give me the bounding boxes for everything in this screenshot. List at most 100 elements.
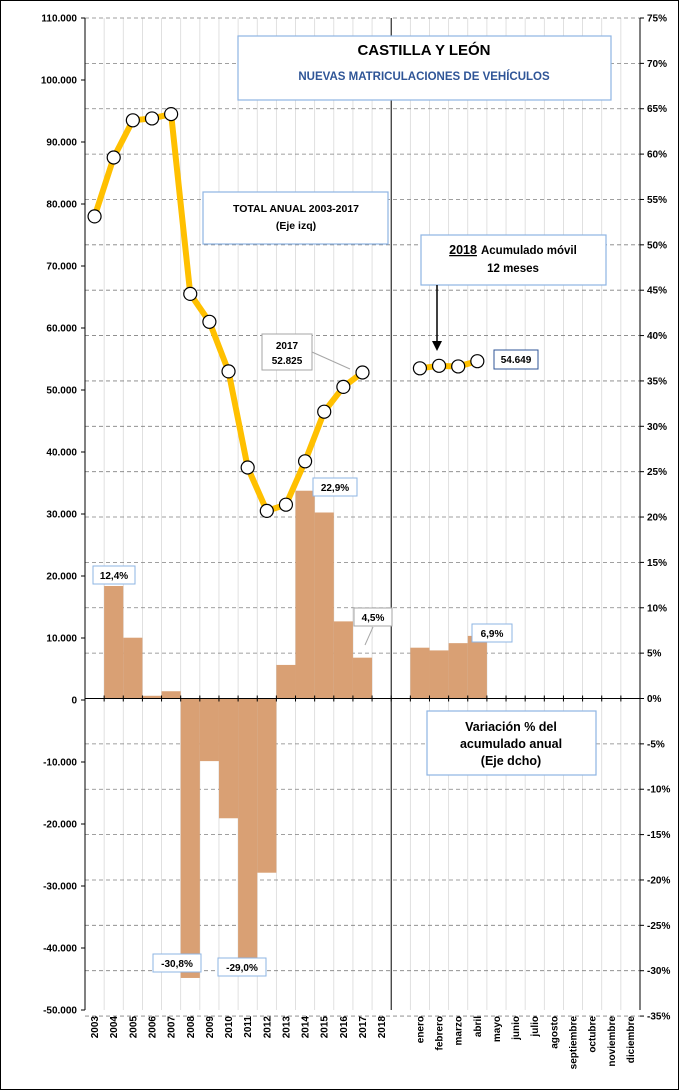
x-tick-label: 2005 <box>128 1016 139 1039</box>
x-tick-label: octubre <box>588 1016 599 1053</box>
right-tick-label: 25% <box>647 467 667 478</box>
x-tick-label: junio <box>511 1016 522 1041</box>
total-line-points <box>87 106 485 518</box>
x-tick-label: 2013 <box>281 1016 292 1039</box>
left-tick-label: 0 <box>71 696 77 707</box>
left-tick-label: 50.000 <box>46 386 77 397</box>
x-tick-label: septiembre <box>569 1016 580 1070</box>
x-tick-label: 2003 <box>90 1016 101 1039</box>
line-point-abril <box>470 354 485 369</box>
line-point-enero <box>412 361 428 376</box>
label-2017-year: 2017 <box>276 341 299 352</box>
bar-enero <box>410 647 430 699</box>
right-tick-label: -5% <box>647 739 665 750</box>
label-2017: 2017 52.825 <box>261 333 351 371</box>
bar-febrero <box>429 650 449 699</box>
x-tick-label: julio <box>530 1016 541 1038</box>
moving-box-year: 2018 <box>449 243 477 257</box>
line-point-2007 <box>164 106 179 122</box>
label-2017-value: 52.825 <box>272 356 303 367</box>
line-point-marzo <box>451 359 466 374</box>
variation-bars <box>104 490 487 978</box>
line-point-2008 <box>183 286 198 301</box>
moving-2018-line <box>419 358 479 372</box>
bar-2004 <box>104 585 124 699</box>
line-point-2004 <box>106 150 121 165</box>
chart-title: CASTILLA Y LEÓN <box>357 41 490 59</box>
svg-text:-29,0%: -29,0% <box>226 963 258 974</box>
right-tick-label: 0% <box>647 694 662 705</box>
line-point-2010 <box>221 364 236 379</box>
x-tick-label: marzo <box>454 1016 465 1045</box>
right-tick-label: -15% <box>647 830 670 841</box>
bar-2008 <box>180 698 200 978</box>
left-tick-label: 100.000 <box>41 76 78 87</box>
x-tick-label: 2018 <box>377 1016 388 1039</box>
title-box: CASTILLA Y LEÓN NUEVAS MATRICULACIONES D… <box>237 35 612 101</box>
x-tick-label: 2012 <box>262 1016 273 1039</box>
bar-2006 <box>142 695 162 699</box>
x-tick-label: mayo <box>492 1016 503 1042</box>
moving-box-rest: Acumulado móvil <box>481 245 577 257</box>
bar-2007 <box>161 691 181 699</box>
x-tick-label: enero <box>415 1016 426 1043</box>
right-tick-label: -20% <box>647 875 670 886</box>
bar-2015 <box>314 512 334 699</box>
x-tick-label: 2014 <box>301 1016 312 1039</box>
x-axis-tick-labels: 2003 2004 2005 2006 2007 2008 2009 2010 2011 2012… <box>90 1016 637 1070</box>
right-tick-label: 10% <box>647 603 667 614</box>
moving-box-line1: 2018 Acumulado móvil <box>449 243 577 257</box>
x-tick-label: febrero <box>435 1016 446 1050</box>
left-tick-label: -40.000 <box>43 944 77 955</box>
bar-label-2017: 4,5% <box>353 607 393 646</box>
line-point-2009 <box>202 314 217 329</box>
arrow-head-icon <box>432 341 442 351</box>
svg-text:-30,8%: -30,8% <box>161 959 193 970</box>
line-point-2006 <box>144 111 160 126</box>
left-tick-label: 40.000 <box>46 448 77 459</box>
line-point-2005 <box>125 113 140 128</box>
bar-marzo <box>448 643 468 699</box>
left-tick-label: 30.000 <box>46 510 77 521</box>
bar-2012 <box>257 698 277 873</box>
right-tick-label: 65% <box>647 104 667 115</box>
svg-text:4,5%: 4,5% <box>362 613 385 624</box>
left-tick-label: 90.000 <box>46 138 77 149</box>
left-tick-label: 60.000 <box>46 324 77 335</box>
right-tick-label: -25% <box>647 921 670 932</box>
x-tick-label: abril <box>473 1016 484 1037</box>
line-point-2012 <box>259 503 274 518</box>
right-tick-label: 40% <box>647 331 667 342</box>
right-tick-label: 50% <box>647 240 667 251</box>
bar-label-2011: -29,0% <box>217 957 267 977</box>
total-box-line1: TOTAL ANUAL 2003-2017 <box>233 203 359 215</box>
total-box-line2: (Eje izq) <box>276 220 316 232</box>
left-tick-label: 10.000 <box>46 634 77 645</box>
bar-label-2008: -30,8% <box>152 953 202 973</box>
variation-box: Variación % del acumulado anual (Eje dch… <box>426 710 597 776</box>
right-tick-label: 60% <box>647 150 667 161</box>
right-tick-label: 35% <box>647 376 667 387</box>
x-tick-label: agosto <box>549 1016 560 1049</box>
right-tick-label: 20% <box>647 513 667 524</box>
x-tick-label: 2007 <box>167 1016 178 1039</box>
variation-box-line2: acumulado anual <box>460 737 562 751</box>
x-tick-label: 2009 <box>205 1016 216 1039</box>
line-point-2016 <box>336 379 351 394</box>
left-tick-label: 80.000 <box>46 200 77 211</box>
x-tick-label: 2016 <box>339 1016 350 1039</box>
bar-2010 <box>218 698 239 819</box>
left-tick-label: -20.000 <box>43 820 77 831</box>
moving-box-line2: 12 meses <box>487 263 539 275</box>
x-tick-label: 2011 <box>243 1016 254 1038</box>
right-tick-label: -35% <box>647 1012 670 1023</box>
bar-label-2004: 12,4% <box>92 565 136 585</box>
line-point-2003 <box>87 209 102 224</box>
right-tick-label: 45% <box>647 286 667 297</box>
svg-text:12,4%: 12,4% <box>100 571 128 582</box>
right-axis-tick-labels: -35% -30% -25% -20% -15% -10% -5% 0% 5% 10% 15% 20%… <box>640 14 670 1023</box>
x-tick-label: 2015 <box>320 1016 331 1039</box>
line-point-2017 <box>355 365 370 380</box>
line-point-2013 <box>278 497 294 512</box>
